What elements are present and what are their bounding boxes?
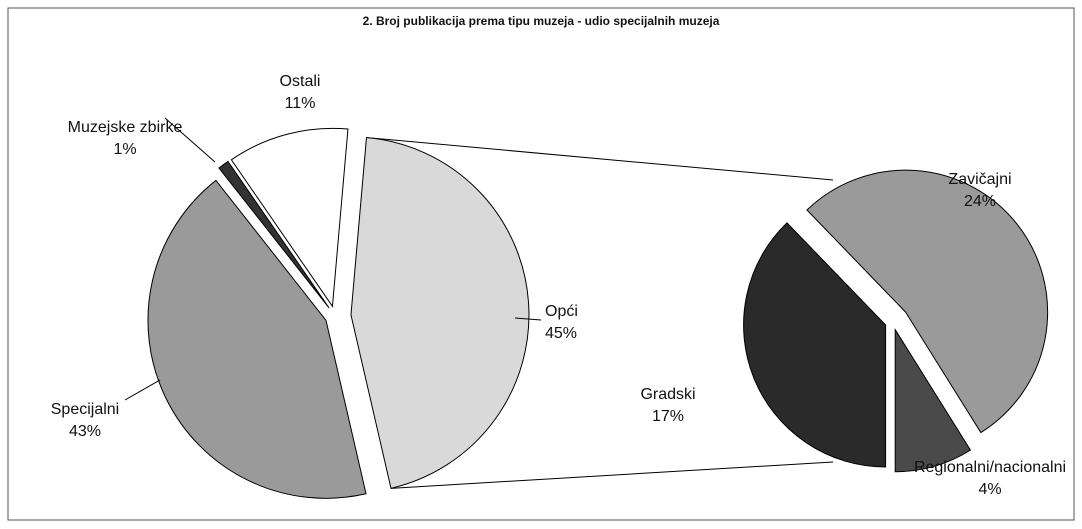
slice-value-label: 45%	[545, 325, 577, 342]
slice-value-label: 43%	[69, 423, 101, 440]
pie-slice	[147, 179, 367, 499]
slice-label: Specijalni	[51, 401, 119, 418]
slice-label: Muzejske zbirke	[68, 119, 183, 136]
pie-slice	[894, 327, 972, 473]
chart-title: 2. Broj publikacija prema tipu muzeja - …	[363, 14, 720, 28]
leader-line	[514, 317, 542, 321]
slice-label: Opći	[545, 303, 578, 320]
slice-value-label: 1%	[113, 141, 136, 158]
leader-line	[164, 117, 216, 163]
slice-label: Regionalni/nacionalni	[914, 459, 1066, 476]
pie-slice	[743, 222, 887, 468]
connector-line	[366, 137, 834, 181]
slice-label: Zavičajni	[948, 171, 1011, 188]
pie-slice	[806, 169, 1049, 434]
slice-value-label: 24%	[964, 193, 996, 210]
slice-value-label: 4%	[978, 481, 1001, 498]
slice-value-label: 17%	[652, 408, 684, 425]
slice-label: Gradski	[640, 386, 695, 403]
connector-line	[390, 461, 834, 489]
pie-slice	[350, 137, 530, 489]
pie-slice	[230, 127, 349, 308]
slice-label: Ostali	[280, 73, 321, 90]
pie-slice	[218, 160, 330, 309]
leader-line	[124, 379, 161, 401]
slice-value-label: 11%	[285, 95, 316, 112]
